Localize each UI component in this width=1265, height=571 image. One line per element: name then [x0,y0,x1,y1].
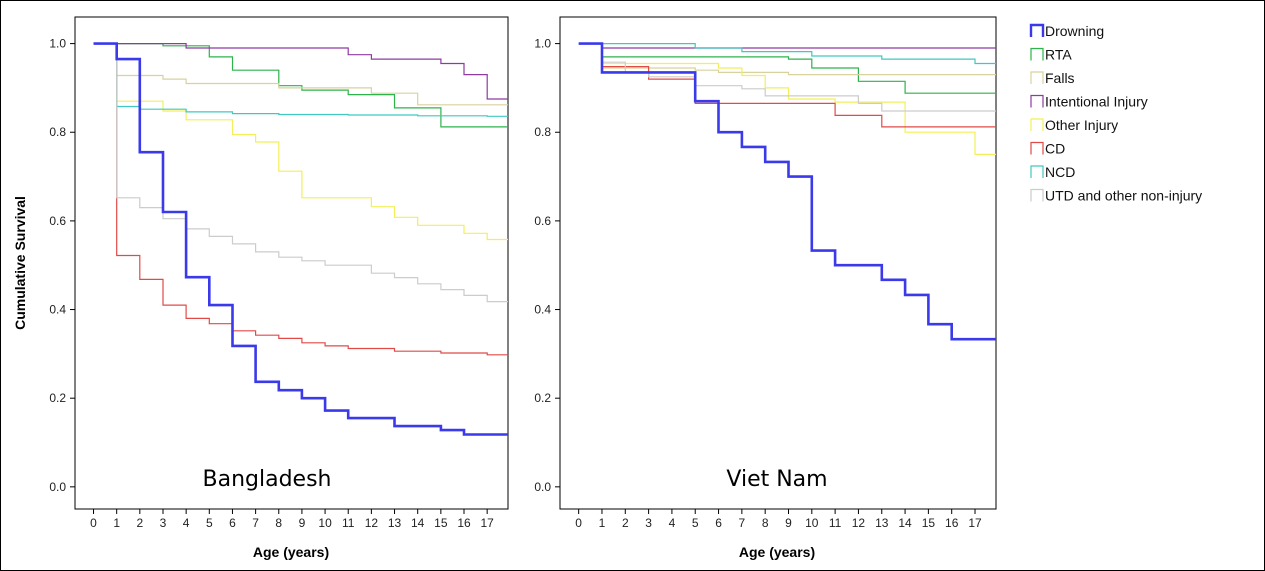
series-line-drowning-right [578,42,996,341]
series-line-falls-left [93,43,508,106]
series-line-intentional-injury-right [578,43,996,49]
x-tick-label-left: 7 [252,516,259,530]
legend-swatch-other-injury [1030,118,1044,131]
panel-title-bangladesh: Bangladesh [203,467,332,492]
y-tick-label-left: 0.8 [49,125,66,139]
legend-swatch-intentional-injury [1030,94,1044,108]
x-tick-label-right: 5 [692,516,699,530]
x-tick-label-left: 17 [480,516,494,530]
x-tick-label-left: 9 [299,516,306,530]
x-tick-label-right: 2 [622,516,629,530]
y-tick-label-left: 0.2 [49,391,66,405]
y-axis-label: Cumulative Survival [12,196,28,330]
y-tick-label-right: 0.6 [534,214,551,228]
x-tick-label-right: 15 [922,516,936,530]
y-tick-label-left: 0.4 [49,303,66,317]
y-tick-label-right: 0.2 [534,391,551,405]
x-tick-label-left: 8 [275,516,282,530]
y-tick-label-right: 0.8 [534,125,551,139]
y-tick-label-left: 0.0 [49,480,66,494]
legend-swatch-falls [1030,71,1044,84]
x-axis-label-right: Age (years) [739,544,815,560]
x-tick-label-right: 4 [669,516,676,530]
x-axis-label-left: Age (years) [253,544,329,560]
series-line-rta-left [93,43,508,128]
x-tick-label-right: 16 [945,516,959,530]
legend-label-cd: CD [1045,141,1065,157]
series-line-utd-and-other-non-injury-right [578,43,996,112]
series-line-cd-left [93,43,508,356]
x-tick-label-right: 10 [805,516,819,530]
legend-swatch-drowning [1029,23,1045,37]
x-tick-label-left: 15 [434,516,448,530]
legend: Drowning RTA Falls Intentional Injury Other … [1029,23,1202,204]
x-tick-label-left: 5 [206,516,213,530]
panel-title-viet-nam: Viet Nam [726,467,827,492]
y-tick-label-right: 1.0 [534,37,551,51]
x-tick-label-right: 11 [829,516,842,530]
legend-label-ncd: NCD [1045,164,1075,180]
legend-swatch-cd [1030,141,1044,155]
legend-swatch-rta [1030,47,1044,61]
series-group-left [93,42,508,436]
x-tick-label-right: 17 [968,516,982,530]
x-tick-label-right: 1 [599,516,606,530]
series-line-utd-and-other-non-injury-left [93,43,508,303]
x-tick-label-left: 0 [90,516,97,530]
x-tick-label-right: 3 [645,516,652,530]
x-tick-label-right: 8 [762,516,769,530]
y-tick-label-left: 0.6 [49,214,66,228]
x-tick-label-left: 6 [229,516,236,530]
legend-label-drowning: Drowning [1045,23,1104,39]
x-tick-label-left: 11 [342,516,355,530]
legend-swatch-ncd [1030,165,1044,178]
series-line-intentional-injury-left [93,43,508,100]
panel-viet-nam: 0.00.20.40.60.81.00 1 2 3 4 5 6 7 8 9 10 11 12 13 14 15… [534,16,997,560]
x-tick-label-left: 12 [365,516,379,530]
x-tick-label-right: 7 [739,516,746,530]
x-tick-label-left: 10 [318,516,332,530]
x-tick-label-left: 16 [457,516,471,530]
tick-group-left: 0.00.20.40.60.81.00 1 2 3 4 5 6 7 8 9 10 11 12 13 14 15… [49,37,494,530]
x-tick-label-left: 3 [160,516,167,530]
y-tick-label-right: 0.4 [534,303,551,317]
legend-label-utd-and-other-non-injury: UTD and other non-injury [1045,188,1202,204]
x-tick-label-right: 12 [852,516,866,530]
legend-label-falls: Falls [1045,70,1075,86]
plot-frame-left [74,16,509,510]
legend-label-other-injury: Other Injury [1045,117,1118,133]
x-tick-label-right: 0 [575,516,582,530]
x-tick-label-left: 14 [411,516,425,530]
tick-group-right: 0.00.20.40.60.81.00 1 2 3 4 5 6 7 8 9 10 11 12 13 14 15… [534,37,982,530]
x-tick-label-right: 13 [875,516,889,530]
series-line-other-injury-right [578,43,996,155]
series-line-drowning-left [93,42,508,436]
plot-frame-right [559,16,997,510]
series-line-ncd-right [578,43,996,65]
legend-label-rta: RTA [1045,47,1072,63]
x-tick-label-left: 4 [183,516,190,530]
series-line-ncd-left [93,43,508,117]
series-group-right [578,42,996,341]
x-tick-label-right: 14 [898,516,912,530]
panel-bangladesh: 0.00.20.40.60.81.00 1 2 3 4 5 6 7 8 9 10 11 12 13 14 15… [12,16,509,560]
legend-swatch-utd-and-other-non-injury [1030,188,1044,202]
x-tick-label-left: 13 [388,516,402,530]
x-tick-label-right: 6 [715,516,722,530]
y-tick-label-left: 1.0 [49,37,66,51]
x-tick-label-left: 2 [136,516,143,530]
y-tick-label-right: 0.0 [534,480,551,494]
legend-label-intentional-injury: Intentional Injury [1045,94,1148,110]
x-tick-label-left: 1 [113,516,120,530]
series-line-other-injury-left [93,43,508,241]
x-tick-label-right: 9 [785,516,792,530]
series-line-cd-right [578,43,996,128]
